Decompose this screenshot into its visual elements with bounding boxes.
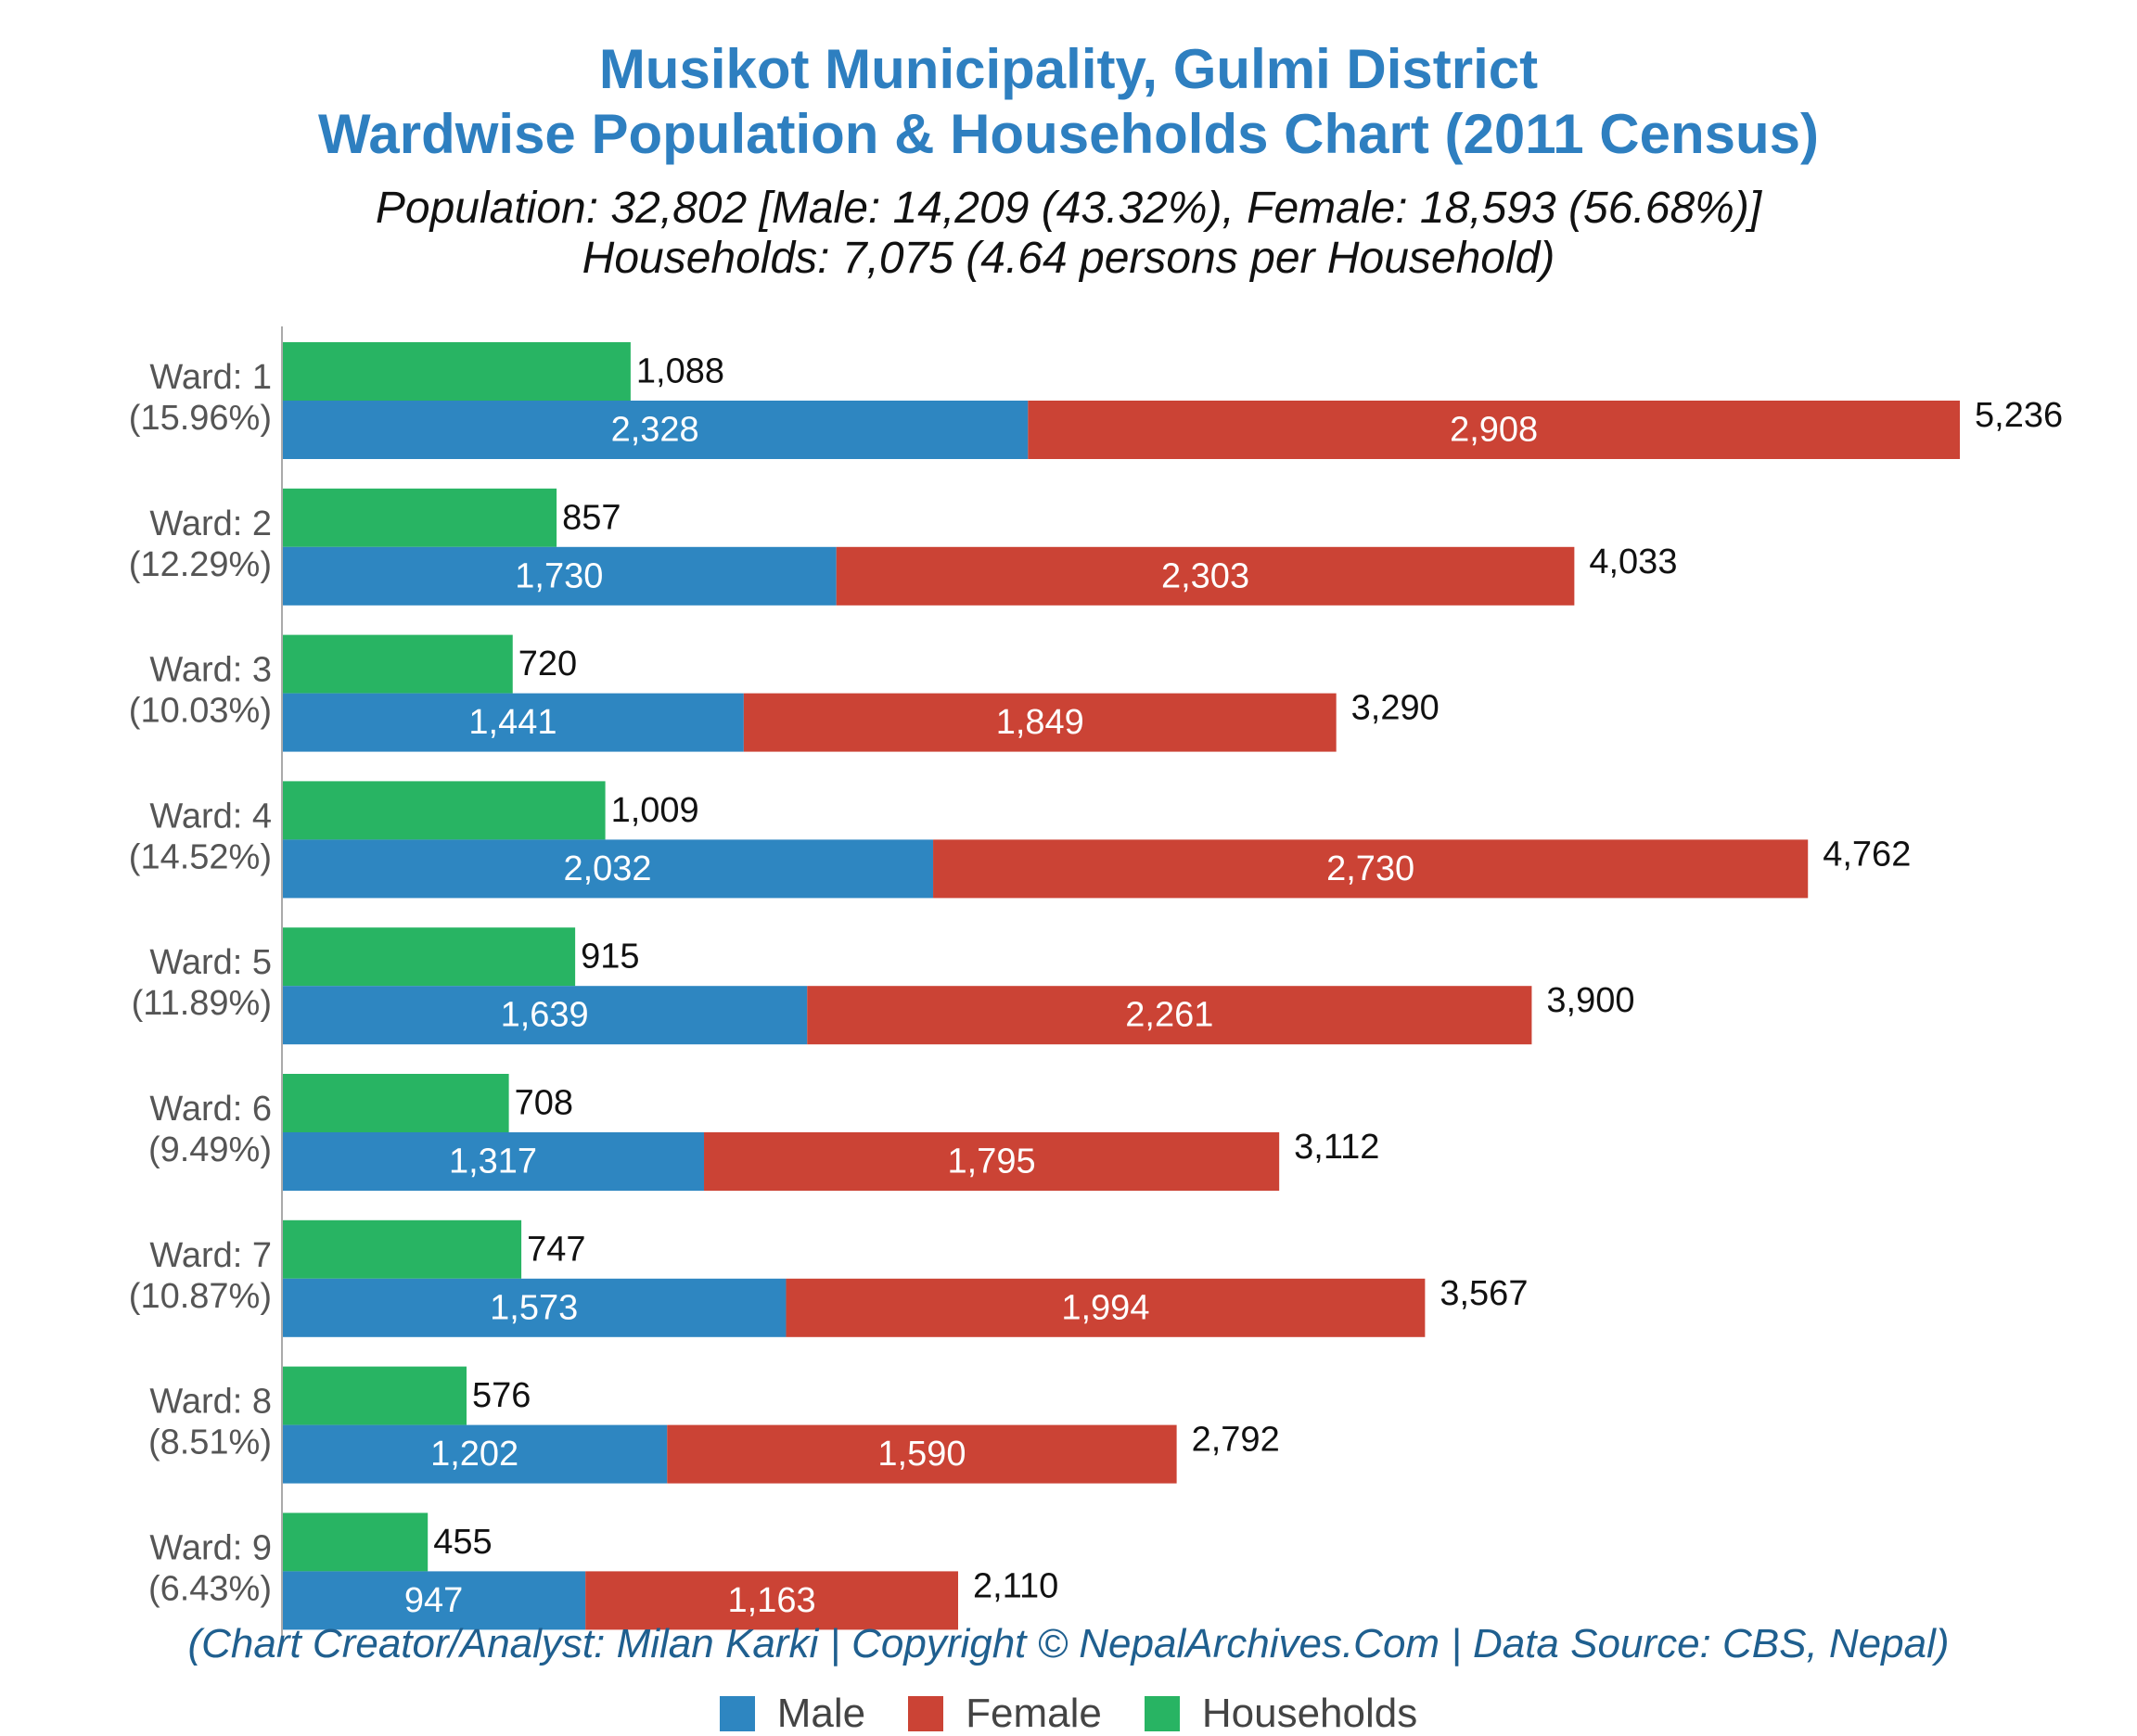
male-value-label: 2,032	[563, 849, 651, 888]
female-value-label: 1,849	[996, 703, 1084, 742]
male-value-label: 947	[404, 1581, 463, 1620]
households-bar	[282, 488, 557, 547]
legend-item-male: Male	[719, 1691, 866, 1736]
female-bar	[807, 986, 1532, 1045]
ward-share-label: (8.51%)	[148, 1423, 272, 1462]
male-value-label: 2,328	[611, 411, 699, 450]
male-value-label: 1,441	[468, 703, 557, 742]
ward-share-label: (6.43%)	[148, 1569, 272, 1608]
total-value-label: 4,033	[1589, 542, 1677, 581]
legend: Male Female Households	[0, 1693, 2137, 1734]
male-bar	[282, 401, 1029, 459]
total-value-label: 3,567	[1440, 1274, 1528, 1313]
ward-share-label: (15.96%)	[129, 399, 272, 438]
male-value-label: 1,202	[430, 1435, 518, 1474]
households-value-label: 720	[518, 645, 577, 683]
ward-share-label: (10.87%)	[129, 1277, 272, 1316]
ward-share-label: (12.29%)	[129, 545, 272, 584]
legend-swatch-male	[719, 1696, 755, 1731]
households-bar	[282, 1513, 429, 1572]
ward-label: Ward: 1	[149, 358, 272, 397]
male-bar	[282, 986, 808, 1045]
households-summary: Households: 7,075 (4.64 persons per Hous…	[582, 234, 1555, 283]
chart-credit: (Chart Creator/Analyst: Milan Karki | Co…	[187, 1621, 1950, 1666]
households-bar	[282, 781, 606, 840]
male-value-label: 1,573	[490, 1288, 578, 1327]
ward-label: Ward: 9	[149, 1528, 272, 1567]
total-value-label: 2,792	[1192, 1421, 1280, 1460]
female-bar	[933, 839, 1809, 899]
households-value-label: 915	[581, 938, 639, 976]
households-bar	[282, 927, 576, 987]
female-bar	[743, 693, 1337, 752]
legend-item-female: Female	[908, 1693, 1102, 1734]
female-value-label: 1,163	[728, 1581, 816, 1620]
chart-title-line2: Wardwise Population & Households Chart (…	[317, 103, 1820, 165]
male-bar	[282, 1278, 787, 1337]
households-value-label: 1,009	[611, 791, 699, 830]
households-value-label: 747	[527, 1230, 585, 1269]
total-value-label: 3,290	[1351, 689, 1440, 728]
male-bar	[282, 1132, 705, 1191]
female-value-label: 2,908	[1450, 411, 1538, 450]
male-bar	[282, 1424, 668, 1484]
female-bar	[585, 1571, 958, 1630]
male-bar	[282, 693, 744, 752]
households-bar	[282, 1074, 509, 1132]
female-bar	[836, 546, 1575, 606]
ward-share-label: (14.52%)	[129, 837, 272, 876]
ward-label: Ward: 8	[149, 1383, 272, 1422]
female-bar	[786, 1278, 1426, 1337]
households-value-label: 455	[433, 1523, 492, 1562]
ward-label: Ward: 4	[149, 797, 272, 836]
ward-label: Ward: 3	[149, 651, 272, 690]
households-value-label: 857	[562, 498, 621, 537]
female-bar	[667, 1424, 1177, 1484]
total-value-label: 4,762	[1823, 835, 1911, 874]
ward-share-label: (11.89%)	[132, 984, 272, 1023]
male-value-label: 1,639	[501, 996, 589, 1035]
ward-label: Ward: 6	[149, 1090, 272, 1129]
ward-label: Ward: 5	[149, 943, 272, 982]
female-value-label: 2,303	[1161, 556, 1249, 595]
male-bar	[282, 546, 837, 606]
legend-swatch-female	[908, 1696, 944, 1731]
female-value-label: 2,261	[1125, 996, 1213, 1035]
chart-title-line1: Musikot Municipality, Gulmi District	[598, 38, 1539, 100]
male-bar	[282, 1571, 586, 1630]
female-value-label: 1,795	[948, 1142, 1036, 1181]
households-bar	[282, 342, 631, 401]
legend-swatch-households	[1144, 1696, 1180, 1731]
households-bar	[282, 634, 513, 694]
legend-item-households: Households	[1144, 1691, 1418, 1736]
male-value-label: 1,317	[449, 1142, 537, 1181]
female-bar	[704, 1132, 1280, 1191]
female-value-label: 1,994	[1061, 1288, 1149, 1327]
ward-share-label: (9.49%)	[148, 1130, 272, 1169]
legend-label-female: Female	[966, 1691, 1102, 1736]
ward-label: Ward: 7	[149, 1236, 272, 1275]
population-summary: Population: 32,802 [Male: 14,209 (43.32%…	[375, 184, 1762, 233]
households-bar	[282, 1366, 467, 1425]
households-bar	[282, 1219, 522, 1279]
households-value-label: 1,088	[636, 352, 724, 391]
ward-share-label: (10.03%)	[129, 692, 272, 731]
male-value-label: 1,730	[515, 556, 603, 595]
households-value-label: 708	[515, 1084, 573, 1123]
legend-label-male: Male	[776, 1691, 866, 1736]
total-value-label: 5,236	[1975, 396, 2063, 435]
households-value-label: 576	[472, 1376, 531, 1415]
total-value-label: 3,900	[1546, 981, 1634, 1020]
female-bar	[1028, 401, 1960, 459]
ward-label: Ward: 2	[149, 504, 272, 543]
total-value-label: 3,112	[1294, 1128, 1379, 1167]
female-value-label: 2,730	[1326, 849, 1414, 888]
male-bar	[282, 839, 934, 899]
total-value-label: 2,110	[973, 1566, 1058, 1605]
female-value-label: 1,590	[877, 1435, 966, 1474]
legend-label-households: Households	[1201, 1691, 1418, 1736]
